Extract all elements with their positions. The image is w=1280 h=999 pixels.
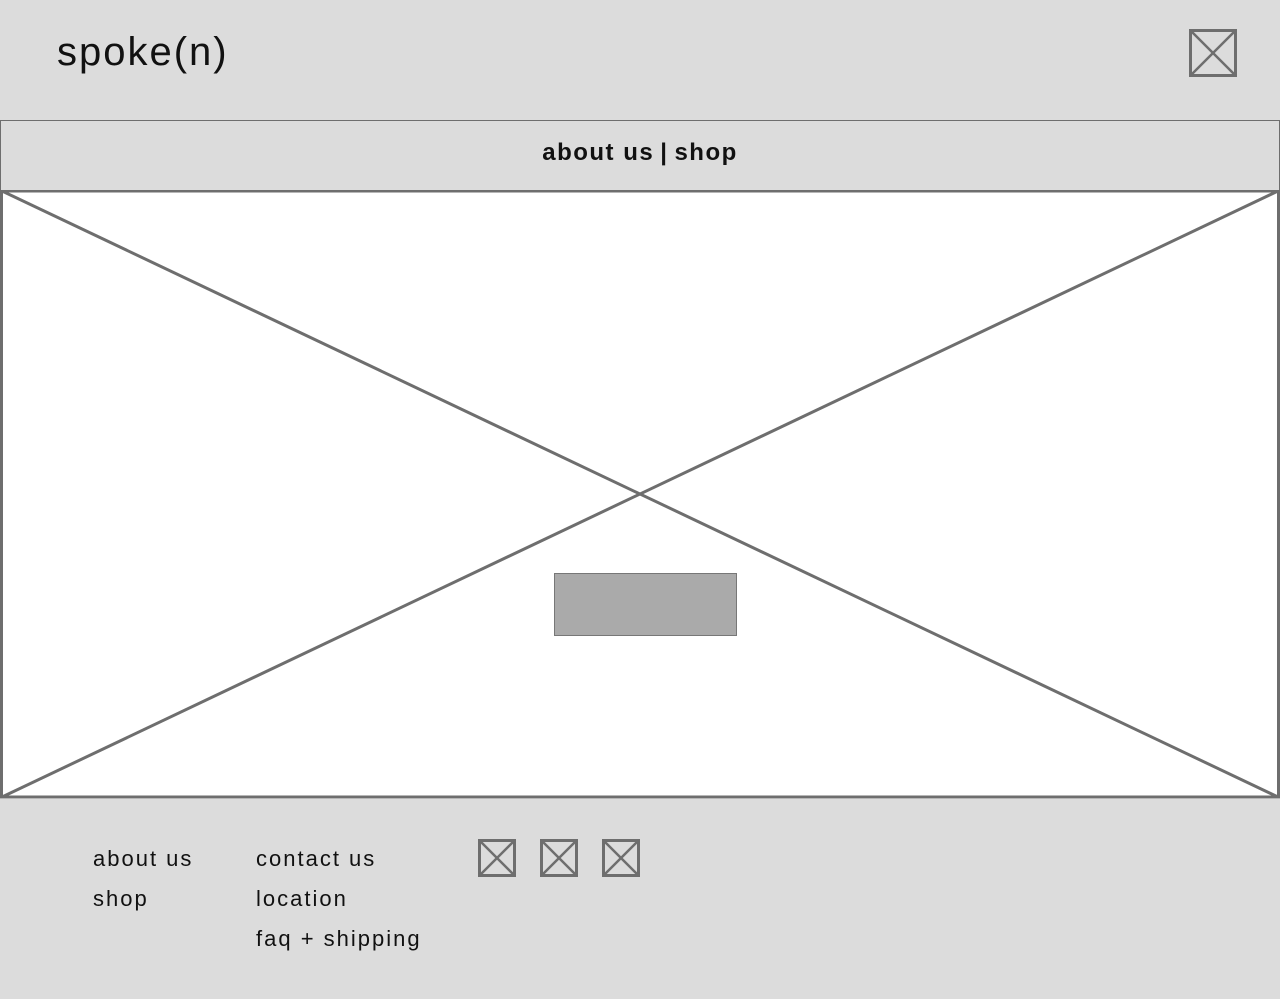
hero-cta-button[interactable] — [554, 573, 737, 636]
hero-image-placeholder — [0, 191, 1280, 799]
main-nav: about us | shop — [0, 120, 1280, 192]
social-icon-2[interactable] — [540, 839, 578, 877]
footer-links-primary: about us shop — [93, 839, 193, 919]
hero-image-placeholder-graphic — [0, 191, 1280, 799]
nav-shop-link[interactable]: shop — [674, 139, 738, 166]
footer-link-faq-shipping[interactable]: faq + shipping — [256, 926, 422, 951]
site-logo[interactable]: spoke(n) — [57, 30, 229, 74]
footer-links-secondary: contact us location faq + shipping — [256, 839, 422, 959]
nav-about-us-link[interactable]: about us — [542, 139, 655, 166]
social-icon-1[interactable] — [478, 839, 516, 877]
footer-link-contact-us[interactable]: contact us — [256, 846, 377, 871]
footer-link-shop[interactable]: shop — [93, 886, 149, 911]
nav-separator: | — [660, 139, 669, 166]
image-placeholder-icon[interactable] — [1189, 29, 1237, 77]
site-header: spoke(n) — [0, 0, 1280, 120]
footer-link-location[interactable]: location — [256, 886, 348, 911]
footer-link-about-us[interactable]: about us — [93, 846, 194, 871]
site-footer: about us shop contact us location faq + … — [0, 799, 1280, 999]
social-icon-3[interactable] — [602, 839, 640, 877]
